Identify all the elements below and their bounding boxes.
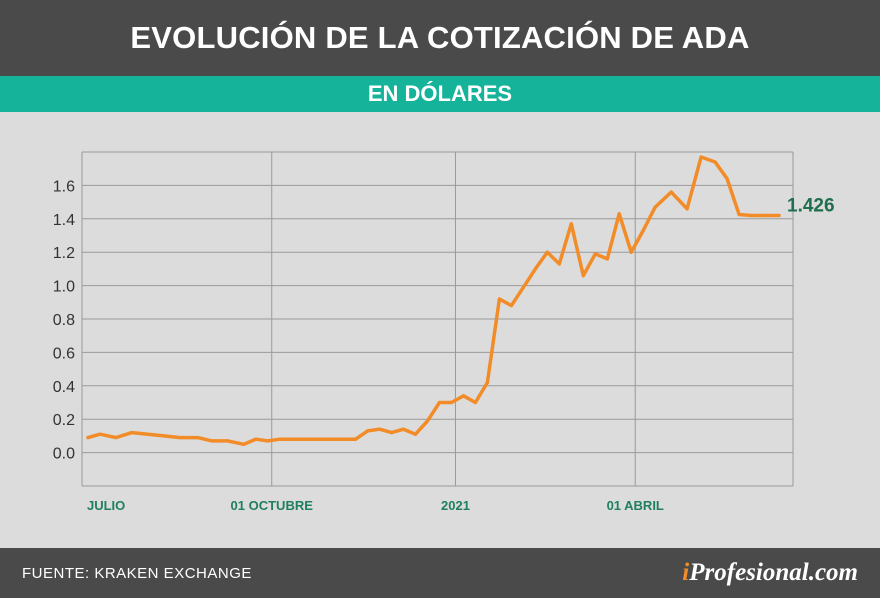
y-tick-label: 0.4 — [53, 379, 75, 396]
data-point — [210, 439, 214, 443]
data-point — [593, 252, 597, 256]
data-point — [653, 205, 657, 209]
y-tick-label: 0.8 — [53, 312, 75, 329]
data-point — [473, 400, 477, 405]
data-point — [685, 207, 689, 211]
data-point — [777, 213, 781, 218]
data-point — [178, 436, 182, 440]
data-point — [437, 400, 442, 405]
chart-subtitle: EN DÓLARES — [0, 76, 880, 112]
data-point — [449, 400, 454, 405]
data-point — [114, 436, 118, 440]
brand-logo-name: Profesional.com — [689, 559, 858, 586]
x-tick-label: 01 OCTUBRE — [231, 498, 314, 513]
data-point — [278, 437, 282, 441]
data-point — [162, 434, 166, 438]
line-chart: 0.0 0.2 0.4 0.6 0.8 1.0 1.2 1.4 1.6 JULIO 01 OCTU… — [53, 151, 835, 513]
data-point — [641, 228, 645, 233]
data-point — [401, 427, 406, 431]
data-point — [254, 437, 258, 441]
data-point — [737, 212, 741, 217]
data-point — [310, 437, 314, 441]
data-point — [354, 437, 358, 441]
y-tick-label: 1.0 — [53, 279, 75, 296]
x-tick-labels: JULIO 01 OCTUBRE 2021 01 ABRIL — [87, 498, 664, 513]
data-point — [196, 436, 200, 440]
x-tick-label: 01 ABRIL — [607, 498, 664, 513]
data-point — [605, 257, 609, 261]
grid-lines — [81, 151, 794, 487]
data-point — [629, 250, 633, 254]
data-point — [130, 431, 134, 435]
last-value-label: 1.426 — [787, 195, 835, 216]
data-point — [378, 427, 382, 431]
y-tick-label: 1.2 — [53, 245, 75, 262]
data-point — [509, 304, 513, 308]
y-tick-label: 1.6 — [53, 178, 75, 195]
series-polyline — [86, 155, 781, 447]
data-point — [581, 274, 585, 278]
data-point — [266, 439, 270, 443]
y-tick-label: 0.2 — [53, 412, 75, 429]
chart-title: EVOLUCIÓN DE LA COTIZACIÓN DE ADA — [0, 0, 880, 76]
y-tick-label: 0.6 — [53, 345, 75, 362]
data-point — [617, 212, 621, 216]
data-point — [521, 285, 526, 289]
y-tick-label: 1.4 — [53, 212, 75, 229]
data-point — [763, 213, 767, 218]
data-point — [699, 155, 703, 159]
data-point — [669, 190, 673, 194]
data-point — [749, 213, 753, 218]
x-tick-label: 2021 — [441, 498, 470, 513]
data-point — [533, 267, 538, 271]
data-point — [242, 442, 246, 446]
data-point — [146, 432, 150, 436]
data-point — [545, 250, 549, 254]
data-point — [366, 429, 370, 433]
data-point — [86, 436, 90, 440]
data-point — [425, 419, 430, 423]
data-point — [226, 439, 230, 443]
data-point — [413, 432, 418, 436]
data-point — [557, 262, 561, 266]
data-point — [485, 380, 489, 385]
source-text: FUENTE: KRAKEN EXCHANGE — [22, 564, 252, 582]
brand-logo-prefix: i — [682, 559, 690, 586]
y-tick-label: 0.0 — [53, 446, 75, 463]
brand-logo[interactable]: iProfesional.com — [682, 559, 858, 587]
data-point — [294, 437, 298, 441]
data-point — [461, 394, 466, 398]
data-point — [497, 297, 501, 301]
x-tick-label: JULIO — [87, 498, 125, 513]
data-point — [390, 431, 394, 435]
data-point — [98, 432, 102, 436]
footer: FUENTE: KRAKEN EXCHANGE iProfesional.com — [0, 548, 880, 598]
y-tick-labels: 0.0 0.2 0.4 0.6 0.8 1.0 1.2 1.4 1.6 — [53, 178, 75, 462]
data-point — [713, 160, 717, 164]
data-point — [725, 177, 729, 181]
data-point — [326, 437, 330, 441]
series-line — [86, 155, 781, 447]
data-point — [569, 222, 573, 226]
data-point — [342, 437, 346, 441]
plot-area: 0.0 0.2 0.4 0.6 0.8 1.0 1.2 1.4 1.6 JULIO 01 OCTU… — [0, 112, 880, 548]
